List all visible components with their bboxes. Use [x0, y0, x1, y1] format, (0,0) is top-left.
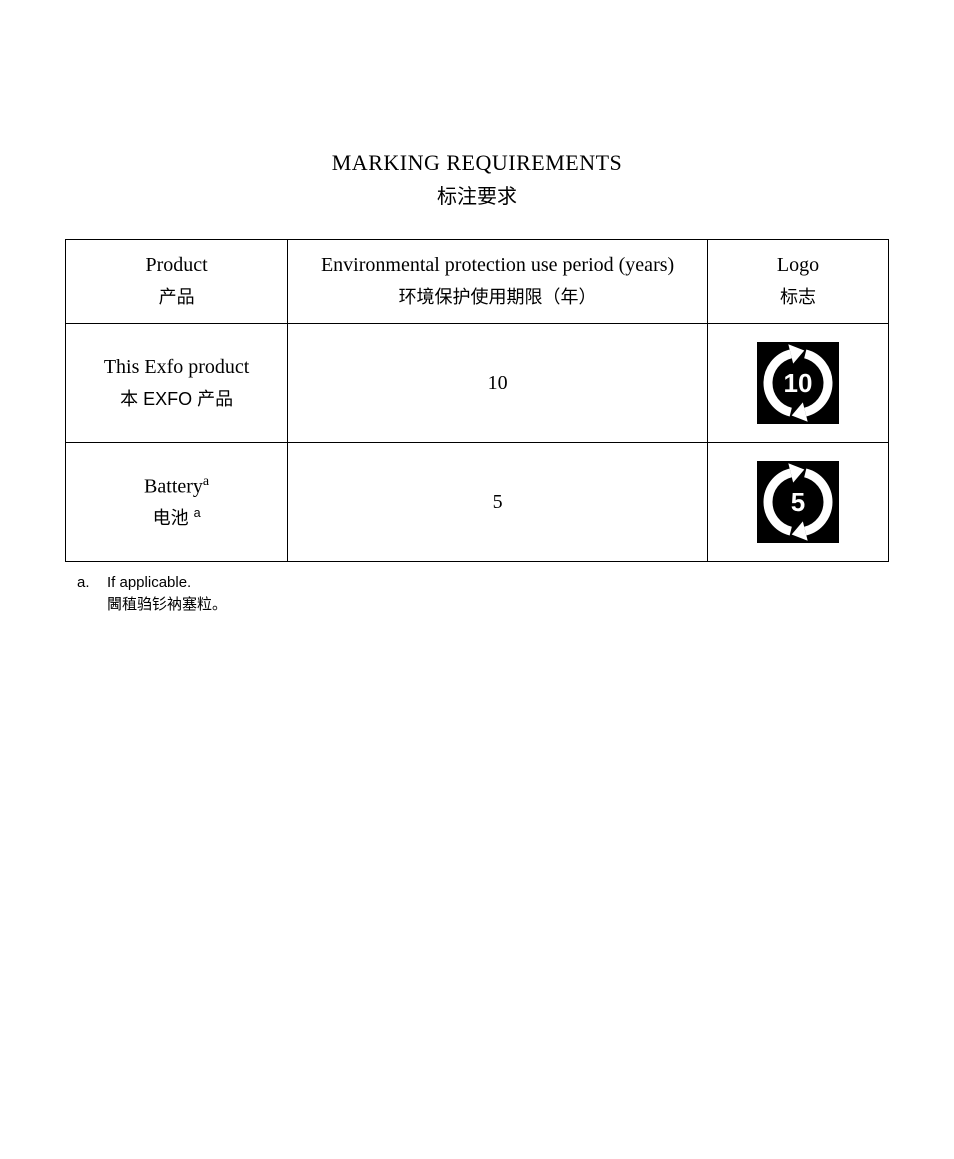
- epup-logo-icon: 5: [757, 461, 839, 543]
- header-logo-zh: 标志: [718, 283, 878, 309]
- logo-wrap: 10: [718, 338, 878, 428]
- cell-product-zh: 本 EXFO 产品: [76, 385, 277, 411]
- logo-wrap: 5: [718, 457, 878, 547]
- table-body: This Exfo product 本 EXFO 产品 10 10 Batterya…: [66, 324, 889, 562]
- header-logo: Logo 标志: [707, 240, 888, 324]
- header-product-zh: 产品: [76, 283, 277, 309]
- svg-text:5: 5: [791, 487, 805, 517]
- cell-logo: 5: [707, 443, 888, 562]
- footnote-english: If applicable.: [107, 574, 227, 591]
- epup-logo-icon: 10: [757, 342, 839, 424]
- header-logo-en: Logo: [718, 254, 878, 277]
- cell-period: 10: [288, 324, 708, 443]
- marking-table: Product 产品 Environmental protection use …: [65, 239, 889, 562]
- title-chinese: 标注要求: [65, 180, 889, 209]
- document-page: MARKING REQUIREMENTS 标注要求 Product 产品 Env…: [0, 0, 954, 614]
- title-block: MARKING REQUIREMENTS 标注要求: [65, 150, 889, 209]
- header-period-zh: 环境保护使用期限（年）: [298, 283, 697, 309]
- cell-period-value: 10: [298, 372, 697, 395]
- cell-product: This Exfo product 本 EXFO 产品: [66, 324, 288, 443]
- footnote-chinese: 閪稙驺钐衲塞粒。: [107, 593, 227, 614]
- cell-product: Batterya 电池 a: [66, 443, 288, 562]
- cell-logo: 10: [707, 324, 888, 443]
- header-period-en: Environmental protection use period (yea…: [298, 254, 697, 277]
- footnote-label: a.: [77, 574, 93, 591]
- cell-product-en: Batterya: [76, 474, 277, 499]
- title-english: MARKING REQUIREMENTS: [65, 150, 889, 176]
- cell-period-value: 5: [298, 491, 697, 514]
- table-row: Batterya 电池 a 5 5: [66, 443, 889, 562]
- cell-product-zh: 电池 a: [76, 504, 277, 530]
- table-row: This Exfo product 本 EXFO 产品 10 10: [66, 324, 889, 443]
- footnote: a. If applicable. 閪稙驺钐衲塞粒。: [65, 574, 889, 614]
- header-period: Environmental protection use period (yea…: [288, 240, 708, 324]
- table-header-row: Product 产品 Environmental protection use …: [66, 240, 889, 324]
- cell-product-en: This Exfo product: [76, 356, 277, 379]
- header-product-en: Product: [76, 254, 277, 277]
- cell-period: 5: [288, 443, 708, 562]
- svg-text:10: 10: [784, 368, 813, 398]
- header-product: Product 产品: [66, 240, 288, 324]
